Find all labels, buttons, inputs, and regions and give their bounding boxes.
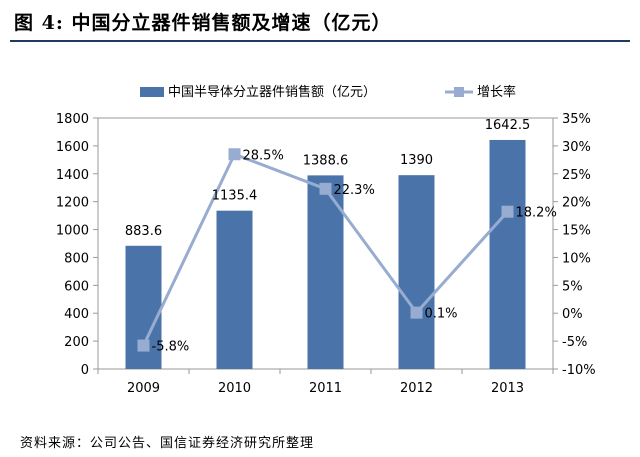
left-tick-label: 1600 [56,140,89,155]
left-tick-label: 1200 [56,196,89,211]
right-tick-label: 30% [562,140,591,155]
x-tick-label: 2010 [218,381,251,396]
growth-marker [319,182,332,195]
growth-value-label: 0.1% [425,307,458,322]
left-tick-label: 1800 [56,112,89,127]
left-tick-label: 0 [81,363,89,378]
line-series [137,148,514,352]
growth-value-label: -5.8% [152,340,190,355]
left-tick-label: 800 [64,251,89,266]
growth-marker [410,306,423,319]
title-rule [10,40,630,42]
right-tick-label: 35% [562,112,591,127]
growth-marker [137,339,150,352]
right-tick-label: 5% [562,279,583,294]
left-tick-label: 400 [64,307,89,322]
bar [216,210,253,369]
legend-bar-swatch [140,87,164,97]
left-tick-label: 600 [64,279,89,294]
right-tick-label: 15% [562,224,591,239]
source-note: 资料来源：公司公告、国信证券经济研究所整理 [20,436,315,451]
bar-value-label: 1135.4 [212,189,258,204]
right-tick-label: 25% [562,168,591,183]
x-tick-label: 2011 [309,381,342,396]
left-tick-label: 1000 [56,224,89,239]
growth-marker [501,205,514,218]
bar-value-label: 1388.6 [303,153,349,168]
legend-line-marker [454,87,464,97]
bar [489,139,526,369]
bar-value-label: 1642.5 [485,118,531,133]
left-tick-label: 200 [64,335,89,350]
x-tick-label: 2013 [491,381,524,396]
legend-line-label: 增长率 [477,84,516,100]
axis-ticks: 0 200 400 600 800 1000 1200 1400 1600 1800 -10% -5%… [56,112,596,396]
right-tick-label: -5% [562,335,587,350]
data-labels: 883.6 1135.4 1388.6 1390 1642.5 -5.8% 28.5% 22.… [125,118,557,355]
legend: 中国半导体分立器件销售额（亿元） 增长率 [140,84,516,100]
growth-value-label: 18.2% [516,206,557,221]
bar-value-label: 883.6 [125,224,162,239]
right-tick-label: 10% [562,251,591,266]
x-tick-label: 2009 [127,381,160,396]
figure-title: 图 4: 中国分立器件销售额及增速（亿元） [14,12,392,34]
growth-marker [228,148,241,161]
left-tick-label: 1400 [56,168,89,183]
right-tick-label: 0% [562,307,583,322]
right-tick-label: -10% [562,363,596,378]
growth-value-label: 22.3% [334,183,375,198]
x-tick-label: 2012 [400,381,433,396]
bar-value-label: 1390 [400,153,433,168]
bar [398,175,435,369]
growth-value-label: 28.5% [243,148,284,163]
right-tick-label: 20% [562,196,591,211]
legend-bar-label: 中国半导体分立器件销售额（亿元） [168,84,376,100]
